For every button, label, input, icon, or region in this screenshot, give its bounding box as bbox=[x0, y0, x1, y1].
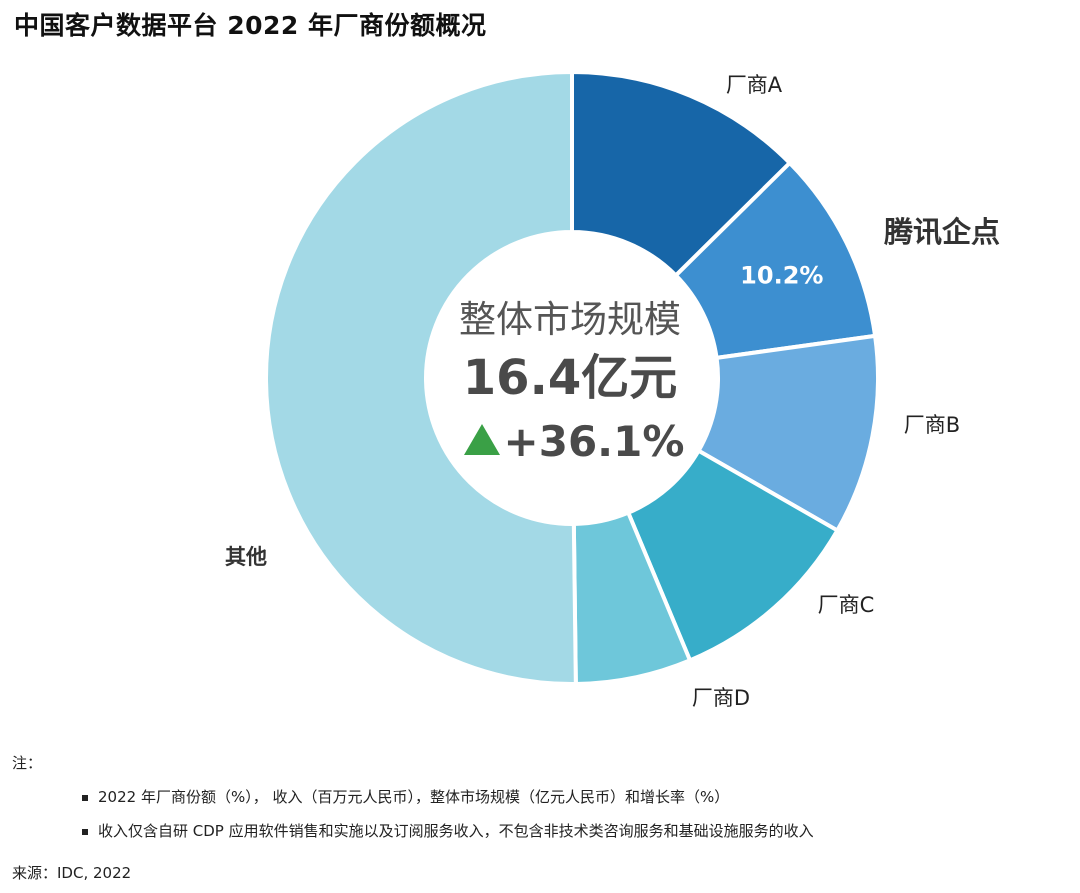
slice-category-label: 其他 bbox=[225, 545, 267, 569]
slice-category-label: 厂商C bbox=[818, 593, 875, 617]
slice-category-label: 厂商D bbox=[692, 686, 750, 710]
market-size-label: 整体市场规模 bbox=[459, 298, 681, 341]
note-item: 收入仅含自研 CDP 应用软件销售和实施以及订阅服务收入，不包含非技术类咨询服务… bbox=[82, 820, 814, 841]
donut-slices bbox=[264, 69, 880, 687]
source-note: 来源：IDC, 2022 bbox=[12, 864, 132, 882]
slice-category-label: 厂商A bbox=[726, 73, 783, 97]
bullet-icon bbox=[82, 828, 88, 835]
slice-category-label: 腾讯企点 bbox=[884, 215, 1000, 249]
donut-slice bbox=[264, 69, 578, 686]
bullet-icon bbox=[82, 794, 88, 801]
chart-title: 中国客户数据平台 2022 年厂商份额概况 bbox=[14, 11, 487, 40]
notes-heading: 注： bbox=[12, 754, 43, 772]
growth-up-icon bbox=[464, 424, 500, 455]
center-summary: 整体市场规模 16.4亿元 +36.1% bbox=[459, 298, 684, 466]
market-size-value: 16.4亿元 bbox=[463, 350, 677, 406]
note-text: 2022 年厂商份额（%）， 收入（百万元人民币），整体市场规模（亿元人民币）和… bbox=[98, 788, 730, 806]
note-item: 2022 年厂商份额（%）， 收入（百万元人民币），整体市场规模（亿元人民币）和… bbox=[82, 786, 729, 807]
notes: 注： 2022 年厂商份额（%）， 收入（百万元人民币），整体市场规模（亿元人民… bbox=[12, 752, 814, 840]
note-text: 收入仅含自研 CDP 应用软件销售和实施以及订阅服务收入，不包含非技术类咨询服务… bbox=[98, 822, 814, 840]
slice-data-label: 10.2% bbox=[740, 261, 823, 289]
growth-rate: +36.1% bbox=[504, 417, 685, 466]
slice-category-label: 厂商B bbox=[904, 413, 960, 437]
donut-slice bbox=[570, 69, 793, 279]
